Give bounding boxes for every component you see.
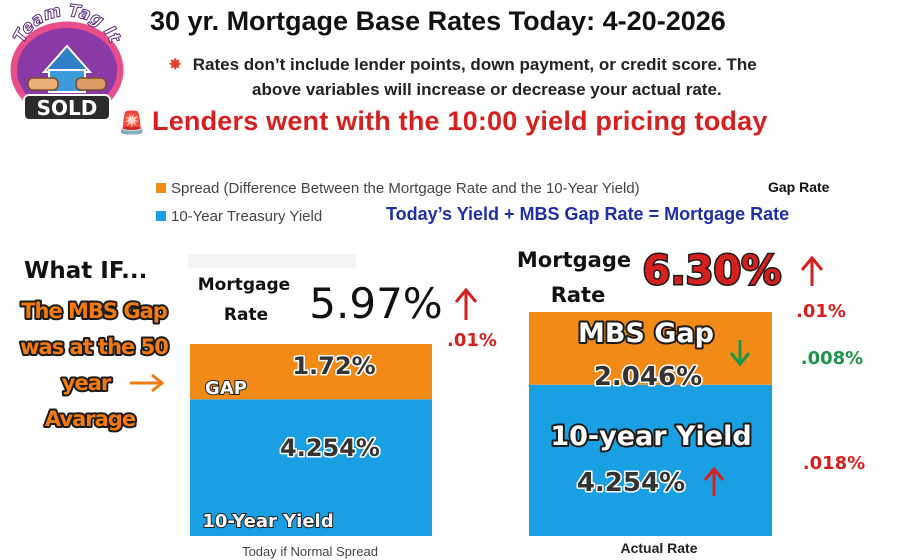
left-mortgage-label-1: Mortgage <box>198 275 290 295</box>
what-if-label: What IF... <box>24 258 147 284</box>
up-arrow-icon-yield <box>703 466 725 496</box>
down-arrow-icon-gap <box>729 340 751 367</box>
right-mortgage-value: 6.30% <box>643 248 782 294</box>
left-gap-label: GAP <box>205 378 247 399</box>
note-line-2: above variables will increase or decreas… <box>252 80 722 99</box>
right-spread-value: 2.046% <box>594 362 702 392</box>
page-title: 30 yr. Mortgage Base Rates Today: 4-20-2… <box>150 6 726 36</box>
left-change: .01% <box>447 330 497 351</box>
legend-label-yield: 10-Year Treasury Yield <box>171 208 323 225</box>
legend-item-yield: 10-Year Treasury Yield <box>156 208 322 225</box>
up-arrow-icon-right-top <box>800 255 824 286</box>
right-top-change: .01% <box>796 301 846 322</box>
headline-text: Lenders went with the 10:00 yield pricin… <box>152 106 768 136</box>
rate-formula: Today’s Yield + MBS Gap Rate = Mortgage … <box>386 204 790 224</box>
left-spread-value: 1.72% <box>292 352 375 380</box>
left-yield-label: 10-Year Yield <box>202 511 333 532</box>
bar-left-yield <box>190 399 432 536</box>
siren-icon: 🚨 <box>118 110 146 135</box>
legend-swatch-yield <box>156 211 166 221</box>
right-arrow-icon <box>130 373 165 393</box>
gap-change: .008% <box>801 348 863 369</box>
left-mortgage-label-2: Rate <box>224 305 268 325</box>
left-yield-value: 4.254% <box>280 434 380 462</box>
category-label-right: Actual Rate <box>620 540 697 556</box>
note-line-1: Rates don’t include lender points, down … <box>192 55 757 74</box>
mbs-gap-label: MBS Gap <box>578 318 714 349</box>
collision-icon: ✸ <box>168 55 183 74</box>
legend-swatch-spread <box>156 183 166 193</box>
bar-right-yield <box>529 384 772 536</box>
team-tag-it-logo: Team Tag It SOLD <box>7 2 127 122</box>
right-yield-value: 4.254% <box>577 468 685 498</box>
bar-right-spread <box>529 312 772 385</box>
category-label-left: Today if Normal Spread <box>242 544 378 559</box>
left-mortgage-value: 5.97% <box>309 279 442 328</box>
logo-badge-text: SOLD <box>37 96 98 120</box>
ten-year-label: 10-year Yield <box>550 421 751 452</box>
what-if-line-1: The MBS Gap <box>21 299 168 323</box>
disclaimer-note: ✸ Rates don’t include lender points, dow… <box>168 52 858 102</box>
up-arrow-icon-left <box>454 287 478 320</box>
gap-rate-label: Gap Rate <box>768 179 830 195</box>
stacked-bar-chart: What IF... The MBS Gap was at the 50 yea… <box>18 247 865 560</box>
bar-left-spread <box>190 344 432 400</box>
what-if-line-4: Avarage <box>45 407 136 431</box>
headline-banner: 🚨 Lenders went with the 10:00 yield prici… <box>118 106 898 137</box>
legend-label-spread: Spread (Difference Between the Mortgage … <box>171 180 640 197</box>
what-if-line-2: was at the 50 <box>20 335 168 359</box>
faint-band <box>188 254 356 268</box>
yield-change: .018% <box>803 453 865 474</box>
right-mortgage-label-1: Mortgage <box>517 248 631 272</box>
handshake-icon <box>27 77 59 91</box>
what-if-line-3: year <box>62 371 112 395</box>
legend-item-spread: Spread (Difference Between the Mortgage … <box>156 180 640 197</box>
right-mortgage-label-2: Rate <box>551 283 606 307</box>
